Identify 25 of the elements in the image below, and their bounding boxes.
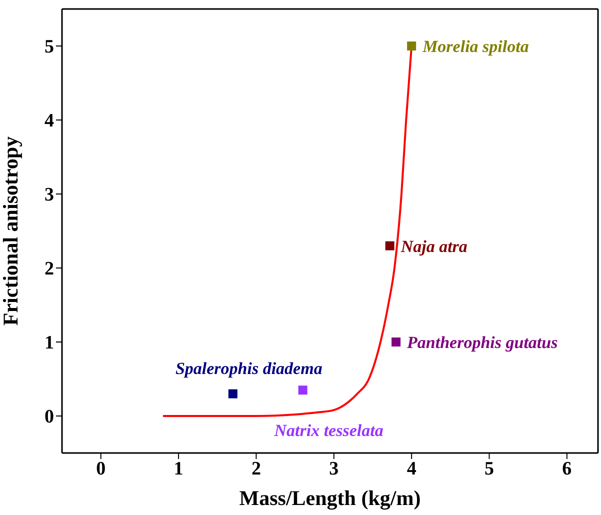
x-tick-label: 2 bbox=[251, 458, 261, 480]
point bbox=[298, 386, 308, 395]
series-label: Naja atra bbox=[400, 236, 468, 256]
series-label: Pantherophis gutatus bbox=[406, 333, 558, 352]
x-tick-label: 4 bbox=[406, 458, 417, 480]
point bbox=[228, 389, 238, 398]
y-tick-label: 4 bbox=[44, 110, 54, 132]
point bbox=[385, 241, 394, 250]
x-tick-label: 5 bbox=[484, 458, 494, 480]
y-tick-label: 2 bbox=[44, 258, 54, 280]
y-tick-label: 1 bbox=[44, 332, 54, 354]
x-tick-label: 3 bbox=[329, 458, 339, 480]
y-tick-label: 0 bbox=[44, 406, 54, 428]
series-label: Spalerophis diadema bbox=[175, 358, 323, 378]
x-tick-label: 0 bbox=[96, 458, 106, 480]
x-tick-label: 6 bbox=[562, 458, 572, 480]
x-tick-label: 1 bbox=[174, 458, 184, 480]
x-axis-title: Mass/Length (kg/m) bbox=[239, 486, 421, 510]
y-tick-label: 5 bbox=[44, 36, 54, 58]
y-axis-title: Frictional anisotropy bbox=[0, 136, 22, 326]
text: Natrix tesselata bbox=[273, 421, 384, 440]
series-label: Morelia spilota bbox=[422, 37, 530, 56]
point bbox=[407, 42, 416, 50]
y-tick-label: 3 bbox=[44, 184, 54, 206]
point bbox=[392, 338, 401, 346]
